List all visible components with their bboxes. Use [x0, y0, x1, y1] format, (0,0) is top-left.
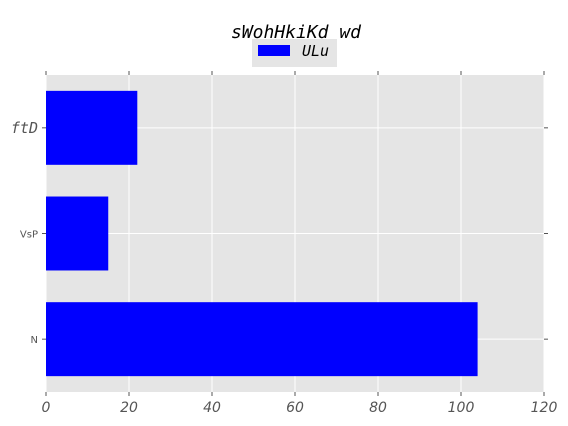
- chart-title: sWohHkiKd wd: [231, 22, 362, 43]
- x-tick-label: 40: [203, 400, 221, 416]
- legend-swatch-ulu: [258, 45, 290, 56]
- y-axis-ticks: N VsP ftD: [11, 119, 548, 346]
- bar-vsp: [46, 196, 109, 271]
- x-axis-ticks: 0 20 40 60 80 100 120: [42, 71, 558, 416]
- x-tick-label: 120: [531, 400, 558, 416]
- x-tick-label: 100: [448, 400, 475, 416]
- x-tick-label: 60: [286, 400, 304, 416]
- x-tick-label: 20: [120, 400, 138, 416]
- bars: [46, 90, 478, 377]
- bar-n: [46, 302, 478, 377]
- legend: ULu: [252, 39, 337, 67]
- legend-label-ulu: ULu: [302, 42, 329, 60]
- bar-ftd: [46, 90, 138, 165]
- x-tick-label: 0: [42, 400, 51, 416]
- y-tick-label: N: [31, 335, 38, 346]
- x-tick-label: 80: [369, 400, 387, 416]
- y-tick-label: VsP: [20, 230, 38, 241]
- y-tick-label: ftD: [11, 119, 38, 137]
